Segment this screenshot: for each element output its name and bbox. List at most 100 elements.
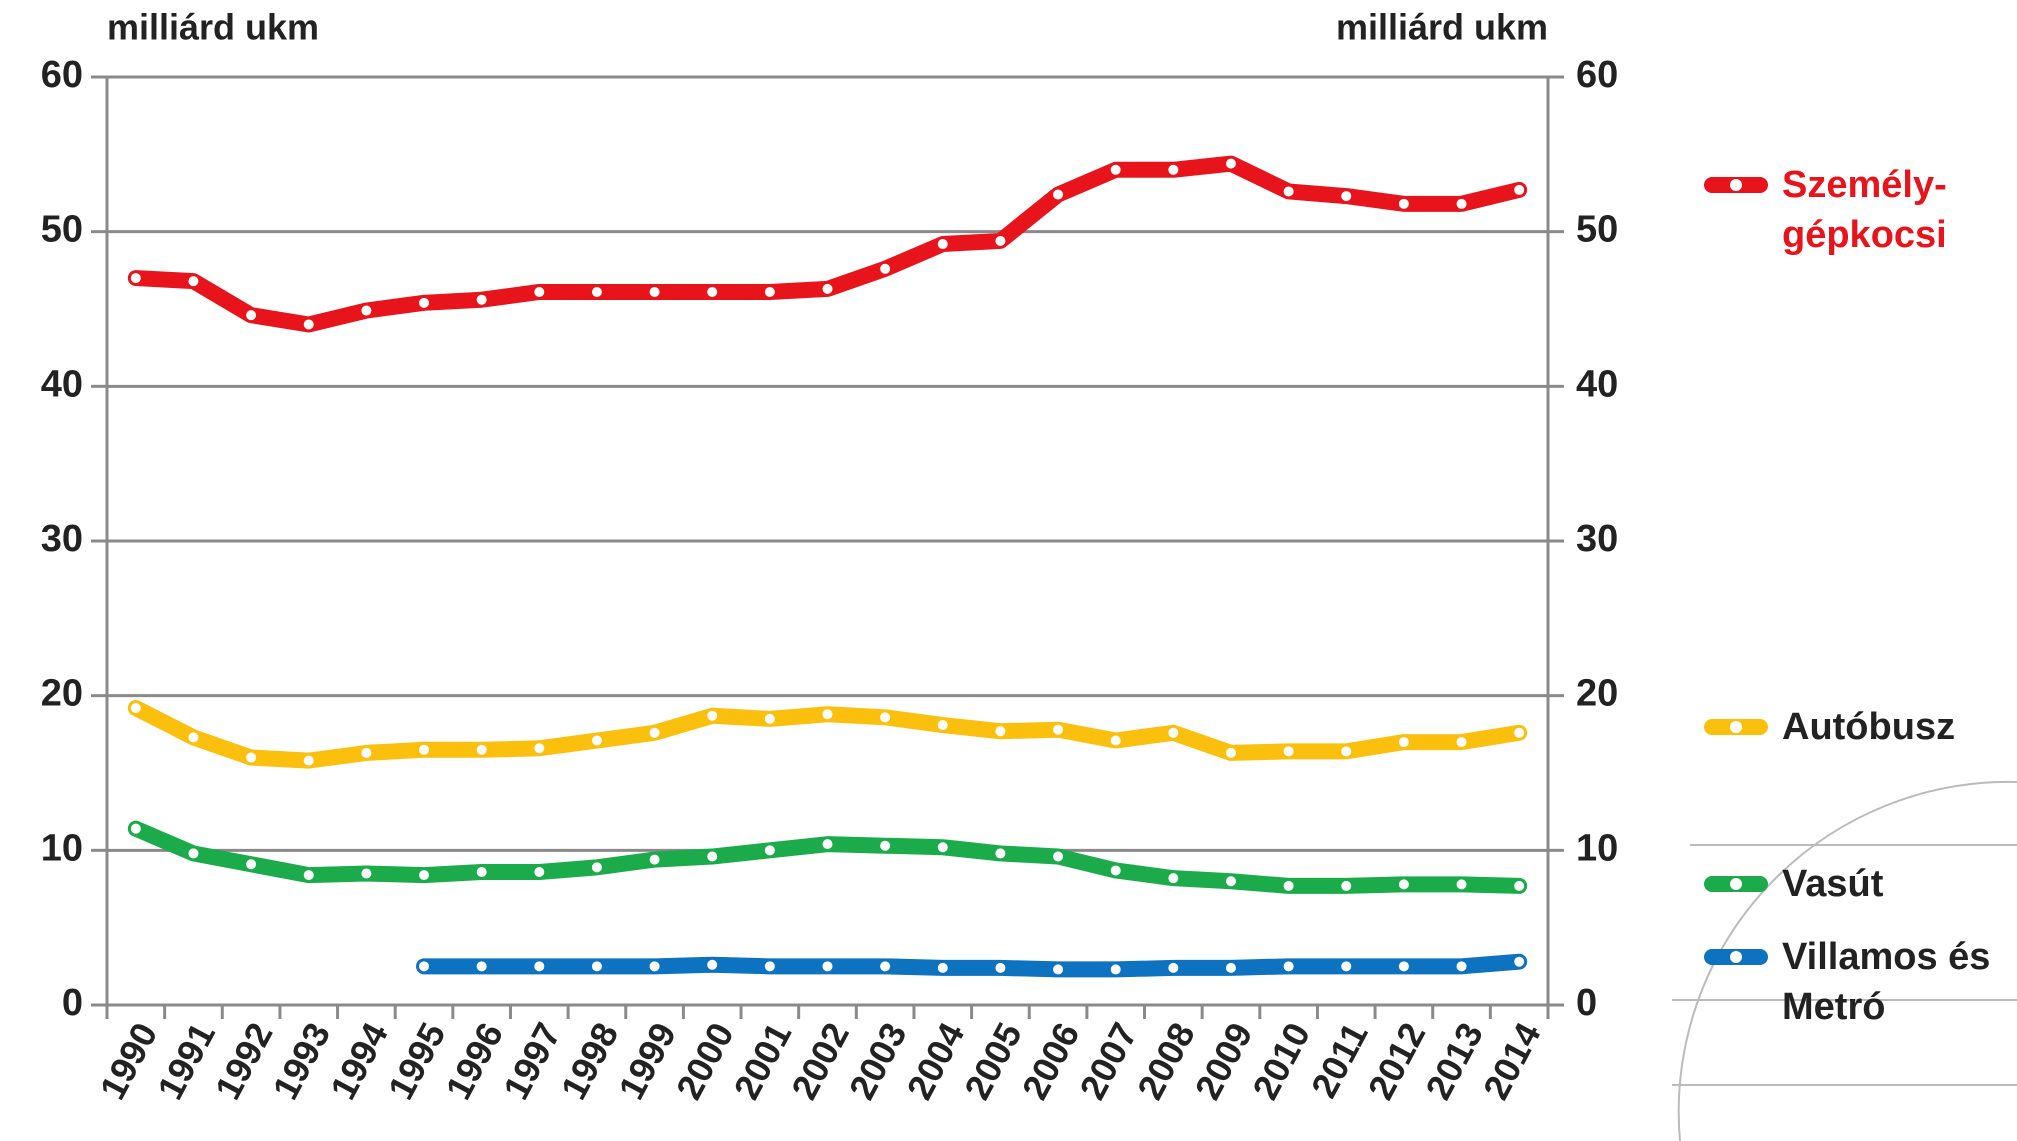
x-tick-label: 2011 <box>1303 1016 1376 1104</box>
legend-label: Vasút <box>1782 863 1884 905</box>
point <box>935 840 950 855</box>
x-tick-label: 2014 <box>1475 1016 1549 1106</box>
x-tick-label: 1997 <box>495 1016 569 1106</box>
point <box>1166 162 1181 177</box>
point <box>935 960 950 975</box>
x-tick-label: 2007 <box>1071 1016 1145 1106</box>
point <box>128 271 143 286</box>
point <box>993 960 1008 975</box>
point <box>993 724 1008 739</box>
point <box>1051 722 1066 737</box>
y-tick-label: 40 <box>41 363 83 405</box>
point <box>244 750 259 765</box>
point <box>762 711 777 726</box>
point <box>705 708 720 723</box>
point <box>647 725 662 740</box>
point <box>128 701 143 716</box>
point <box>1396 735 1411 750</box>
point <box>1396 959 1411 974</box>
legend-label: Autóbusz <box>1782 706 1956 748</box>
point <box>1339 878 1354 893</box>
x-tick-label: 2006 <box>1014 1016 1088 1106</box>
point <box>359 745 374 760</box>
y2-tick-label: 50 <box>1576 209 1618 251</box>
point <box>762 959 777 974</box>
point <box>417 868 432 883</box>
point <box>878 261 893 276</box>
point <box>1166 871 1181 886</box>
y2-axis-title: milliárd ukm <box>1336 7 1548 48</box>
point <box>762 843 777 858</box>
point <box>1051 187 1066 202</box>
legend-label: Személy-gépkocsi <box>1782 164 1947 256</box>
point <box>1512 182 1527 197</box>
point <box>417 959 432 974</box>
point <box>359 866 374 881</box>
point <box>532 864 547 879</box>
point <box>705 957 720 972</box>
y2-tick-label: 60 <box>1576 54 1618 96</box>
point <box>186 274 201 289</box>
legend-dot <box>1730 721 1742 733</box>
point <box>1281 744 1296 759</box>
point <box>705 284 720 299</box>
x-tick-label: 2008 <box>1129 1016 1203 1106</box>
point <box>1454 877 1469 892</box>
point <box>474 292 489 307</box>
series-line <box>127 155 1528 333</box>
x-tick-label: 2002 <box>783 1016 857 1106</box>
point <box>589 860 604 875</box>
point <box>1512 878 1527 893</box>
point <box>705 849 720 864</box>
x-tick-label: 1999 <box>610 1016 684 1106</box>
point <box>1281 184 1296 199</box>
x-tick-label: 2000 <box>668 1016 742 1106</box>
x-tick-label: 1995 <box>380 1016 454 1106</box>
point <box>1454 196 1469 211</box>
point <box>589 284 604 299</box>
point <box>301 868 316 883</box>
point <box>1454 735 1469 750</box>
point <box>1108 962 1123 977</box>
legend-dot <box>1730 878 1742 890</box>
series-line <box>416 953 1528 978</box>
point <box>589 959 604 974</box>
point <box>1396 877 1411 892</box>
point <box>1108 863 1123 878</box>
x-tick-label: 2013 <box>1417 1016 1491 1106</box>
y-tick-label: 30 <box>41 518 83 560</box>
point <box>820 281 835 296</box>
point <box>1281 959 1296 974</box>
point <box>1512 725 1527 740</box>
point <box>1108 733 1123 748</box>
y-tick-label: 10 <box>41 827 83 869</box>
point <box>762 284 777 299</box>
x-tick-label: 2010 <box>1244 1016 1318 1106</box>
point <box>1396 196 1411 211</box>
y-tick-label: 50 <box>41 209 83 251</box>
decoration <box>1672 780 2017 1141</box>
point <box>1051 962 1066 977</box>
point <box>474 742 489 757</box>
point <box>878 838 893 853</box>
point <box>359 303 374 318</box>
y-tick-label: 20 <box>41 673 83 715</box>
point <box>1051 849 1066 864</box>
x-tick-label: 1990 <box>91 1016 165 1106</box>
point <box>993 846 1008 861</box>
point <box>1339 189 1354 204</box>
point <box>474 864 489 879</box>
point <box>244 857 259 872</box>
legend-dot <box>1730 951 1742 963</box>
point <box>244 308 259 323</box>
point <box>993 233 1008 248</box>
point <box>186 846 201 861</box>
point <box>474 959 489 974</box>
point <box>1108 162 1123 177</box>
y2-tick-label: 30 <box>1576 518 1618 560</box>
point <box>647 852 662 867</box>
point <box>128 821 143 836</box>
point <box>1223 874 1238 889</box>
